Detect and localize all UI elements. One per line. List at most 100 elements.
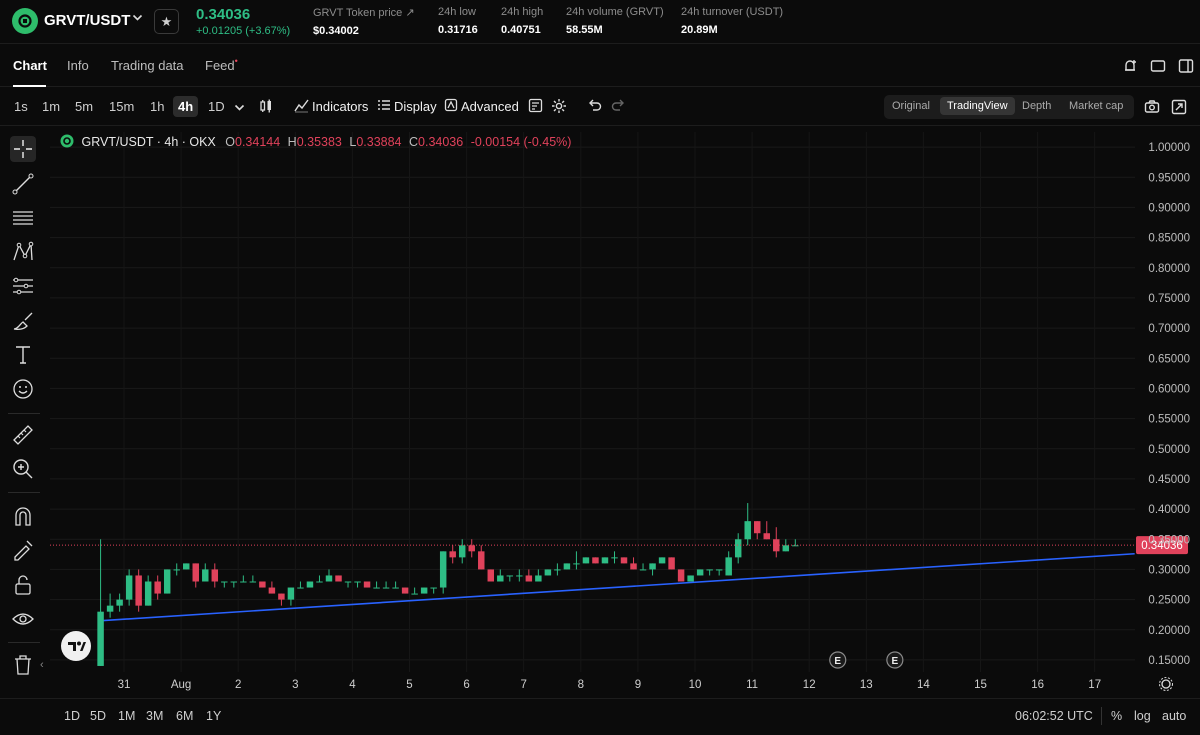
external-link-icon[interactable]: ↗ (405, 7, 415, 19)
range-6m[interactable]: 6M (176, 709, 194, 723)
candle-body (744, 521, 751, 540)
price-tick-label: 0.95000 (1148, 172, 1190, 184)
view-depth[interactable]: Depth (1022, 100, 1052, 112)
view-tradingview[interactable]: TradingView (940, 97, 1015, 115)
timeframe-4h[interactable]: 4h (173, 96, 199, 117)
event-marker[interactable]: E (829, 651, 847, 669)
candle (639, 563, 647, 571)
emoji-icon[interactable] (10, 376, 36, 402)
timeframe-1d[interactable]: 1D (208, 99, 225, 114)
tab-info[interactable]: Info (67, 58, 89, 73)
log-toggle[interactable]: log (1134, 709, 1151, 723)
percent-toggle[interactable]: % (1111, 709, 1123, 723)
timeframe-5m[interactable]: 5m (75, 99, 94, 114)
candle-body (221, 581, 228, 583)
display-button[interactable]: Display (394, 99, 437, 114)
chevron-down-icon[interactable] (234, 100, 245, 116)
legend-change: -0.00154 (-0.45%) (470, 135, 572, 149)
template-icon[interactable] (528, 98, 543, 116)
legend-close-label: C (409, 135, 419, 149)
lock-icon[interactable] (10, 572, 36, 598)
chart-bottom-bar: 1D 5D 1M 3M 6M 1Y 06:02:52 UTC % log aut… (0, 698, 1200, 735)
range-1y[interactable]: 1Y (206, 709, 222, 723)
stat-label: 24h low (438, 6, 476, 18)
utc-clock[interactable]: 06:02:52 UTC (1015, 709, 1093, 723)
favorite-star-icon[interactable]: ★ (154, 9, 179, 34)
collapse-toolbar-icon[interactable]: ‹ (40, 659, 44, 671)
timeframe-1h[interactable]: 1h (150, 99, 165, 114)
alert-plus-icon[interactable] (1122, 58, 1138, 74)
candle-body (468, 545, 475, 552)
candle (620, 557, 628, 564)
tradingview-logo-icon[interactable] (61, 631, 91, 661)
time-tick-label: 11 (746, 679, 758, 691)
stat-token-price[interactable]: GRVT Token price ↗ $0.34002 (313, 6, 415, 37)
advanced-button[interactable]: Advanced (461, 99, 519, 114)
time-tick-label: 15 (974, 679, 987, 691)
timeframe-1m[interactable]: 1m (42, 99, 61, 114)
zoom-in-icon[interactable] (10, 456, 36, 482)
view-original[interactable]: Original (892, 100, 930, 112)
trend-line-icon[interactable] (10, 171, 36, 197)
pattern-icon[interactable] (10, 239, 36, 265)
time-tick-label: 17 (1088, 679, 1101, 691)
text-tool-icon[interactable] (10, 342, 36, 368)
brush-icon[interactable] (10, 308, 36, 334)
timeframe-1s[interactable]: 1s (14, 99, 28, 114)
pair-selector[interactable]: GRVT/USDT (44, 12, 131, 29)
tab-feed-label: Feed (205, 58, 235, 73)
tab-trading-data[interactable]: Trading data (111, 58, 184, 73)
candle-type-icon[interactable] (258, 98, 274, 117)
collapse-panel-icon[interactable] (1178, 58, 1194, 74)
candle (335, 575, 342, 582)
range-1m[interactable]: 1M (118, 709, 136, 723)
stay-in-drawing-icon[interactable] (10, 537, 36, 563)
stat-24h-high: 24h high 0.40751 (501, 6, 543, 36)
trash-icon[interactable] (10, 652, 36, 678)
candle (754, 521, 761, 540)
timeframe-15m[interactable]: 15m (109, 99, 135, 114)
candle (734, 533, 742, 564)
magnet-icon[interactable] (10, 503, 36, 529)
eye-icon[interactable] (10, 606, 36, 632)
candlestick-series (97, 503, 799, 666)
crosshair-icon[interactable] (10, 136, 36, 162)
candle-body (592, 557, 599, 564)
stat-label: 24h high (501, 6, 544, 18)
candle-body (668, 557, 675, 570)
auto-toggle[interactable]: auto (1162, 709, 1187, 723)
view-market-cap[interactable]: Market cap (1069, 100, 1124, 112)
redo-icon[interactable] (611, 98, 626, 116)
grvt-logo-icon (12, 8, 38, 34)
candle (525, 569, 533, 582)
range-5d[interactable]: 5D (90, 709, 106, 723)
fullscreen-icon[interactable] (1171, 99, 1187, 115)
candle (401, 587, 409, 594)
range-3m[interactable]: 3M (146, 709, 164, 723)
stat-value: 20.89M (681, 24, 718, 36)
time-tick-label: 13 (860, 679, 873, 691)
tab-feed[interactable]: Feed• (205, 56, 238, 73)
candle (487, 569, 495, 582)
candle-body (354, 581, 361, 583)
undo-icon[interactable] (587, 98, 602, 116)
candle (668, 557, 675, 570)
tab-chart[interactable]: Chart (13, 58, 47, 73)
settings-gear-icon[interactable] (551, 98, 567, 117)
fib-retracement-icon[interactable] (10, 273, 36, 299)
price-axis: 1.00000 0.95000 0.90000 0.85000 0.80000 0.750… (1148, 142, 1190, 667)
candle-body (163, 569, 171, 594)
indicators-button[interactable]: Indicators (312, 99, 369, 114)
price-tick-label: 0.30000 (1148, 564, 1190, 576)
ruler-icon[interactable] (10, 422, 36, 448)
price-chart[interactable]: 0.34036 1.00000 0.95000 0.90000 0.85000 0.80… (50, 127, 1200, 697)
camera-icon[interactable] (1144, 99, 1160, 115)
horizontal-lines-icon[interactable] (10, 205, 36, 231)
range-1d[interactable]: 1D (64, 709, 80, 723)
event-marker[interactable]: E (886, 651, 904, 669)
candle-body (211, 569, 219, 582)
candle-body (487, 569, 495, 582)
chevron-down-icon[interactable] (132, 12, 143, 26)
layout-icon[interactable] (1150, 58, 1166, 74)
